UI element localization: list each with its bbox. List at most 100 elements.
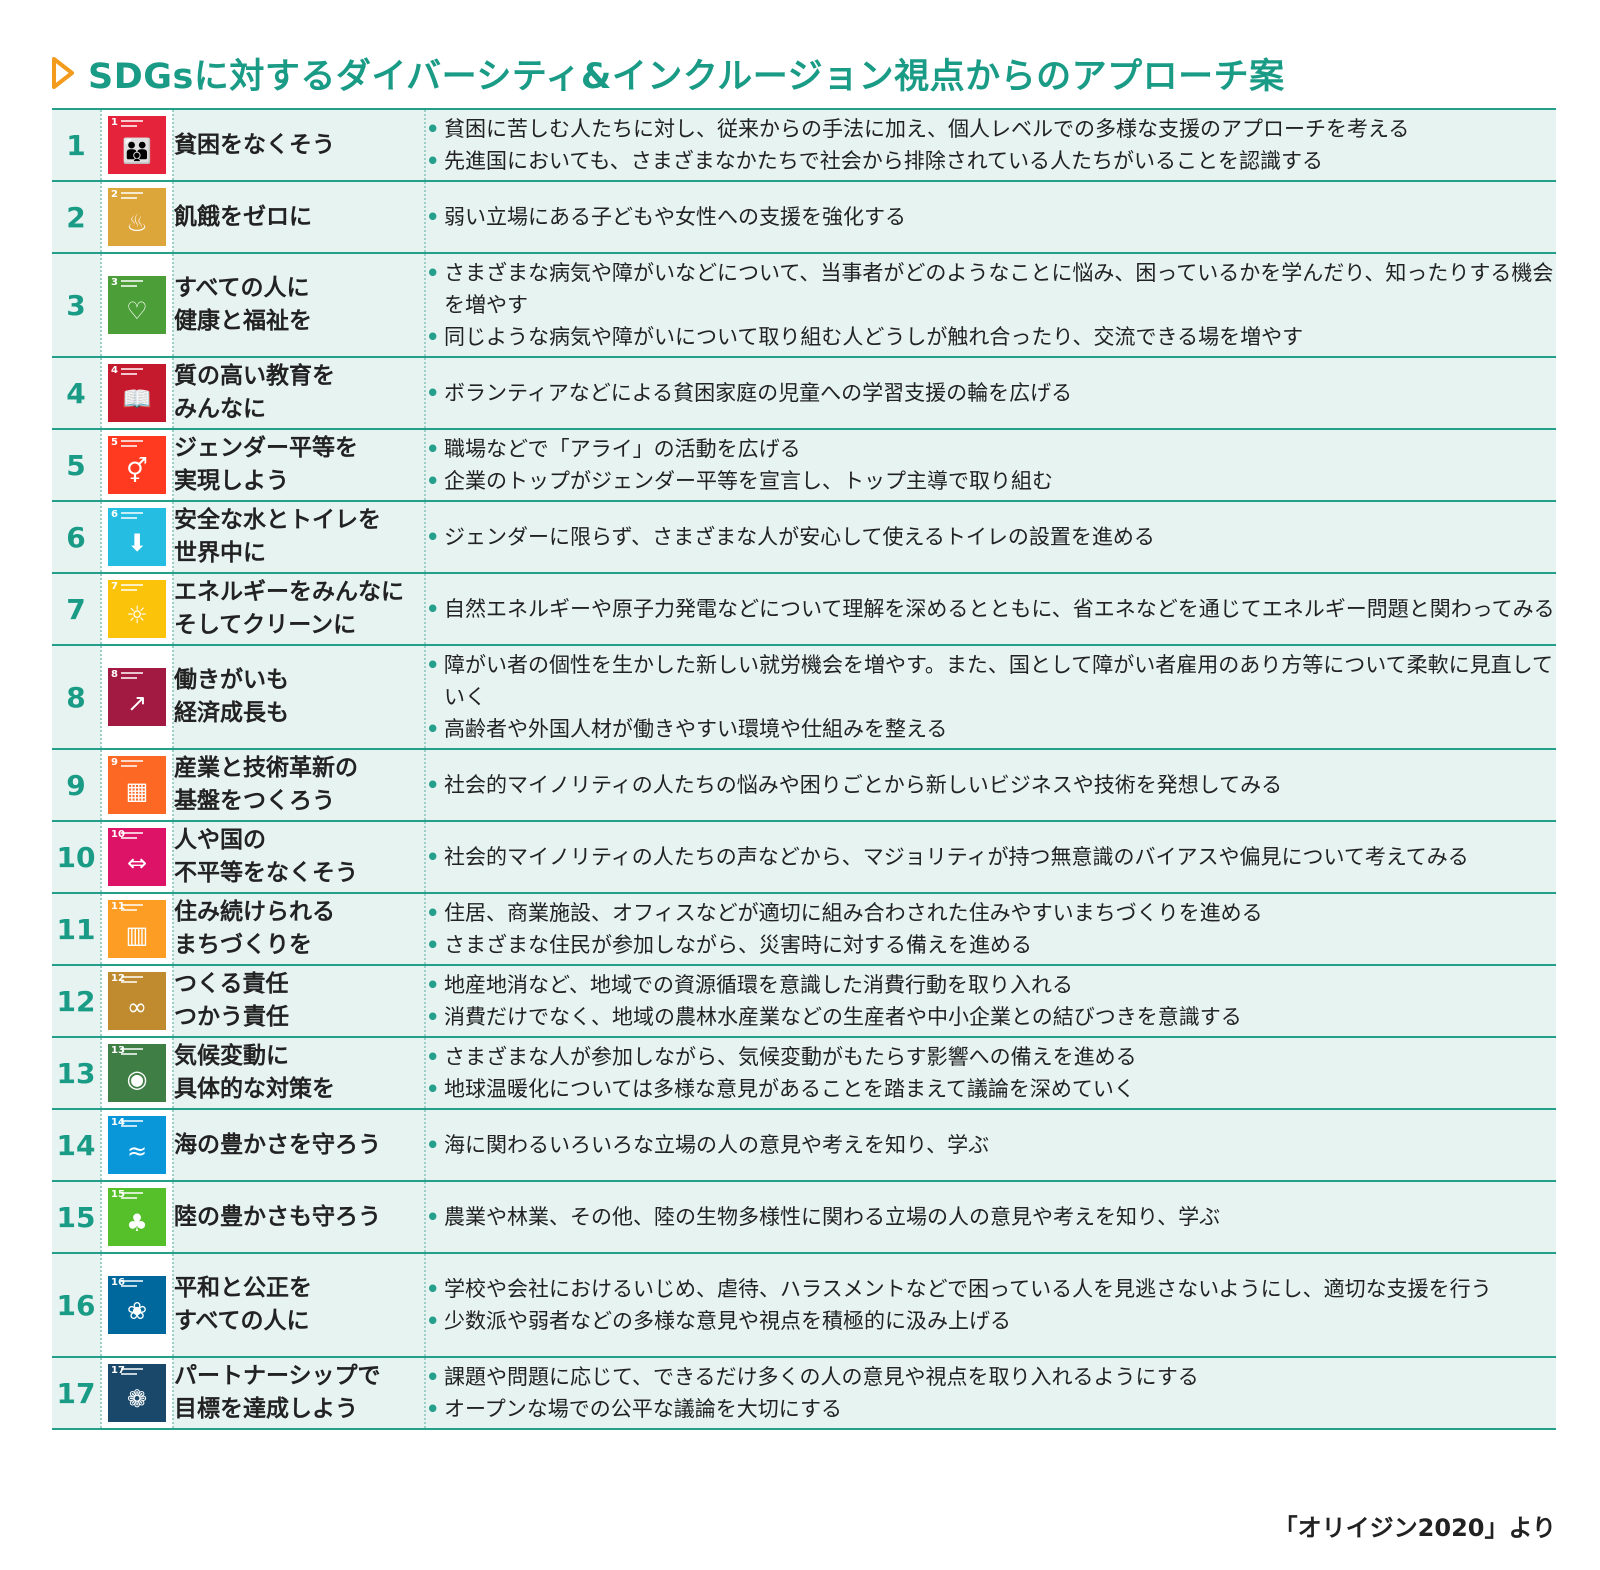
goal-name-line: 気候変動に xyxy=(174,1043,289,1069)
approach-point: 地産地消など、地域での資源循環を意識した消費行動を取り入れる xyxy=(426,969,1556,1001)
badge-text-line xyxy=(121,1197,137,1199)
badge-text-line xyxy=(121,197,137,199)
goal-glyph: ◉ xyxy=(126,1065,148,1093)
goal-name-line: 陸の豊かさも守ろう xyxy=(174,1203,381,1230)
page-title: SDGsに対するダイバーシティ&インクルージョン視点からのアプローチ案 xyxy=(88,56,1285,97)
goal-badge-number: 12 xyxy=(111,973,125,984)
goal-name-line: 健康と福祉を xyxy=(174,308,312,334)
goal-badge-number: 3 xyxy=(111,277,118,288)
badge-text-line xyxy=(121,192,143,194)
approach-point: 障がい者の個性を生かした新しい就労機会を増やす。また、国として障がい者雇用のあり… xyxy=(426,649,1556,713)
goal-glyph: ☼ xyxy=(126,601,148,629)
approach-point: ジェンダーに限らず、さまざまな人が安心して使えるトイレの設置を進める xyxy=(426,521,1556,553)
goal-badge-number: 7 xyxy=(111,581,118,592)
goal-badge-number: 11 xyxy=(111,901,125,912)
sdg-row: 1717❁パートナーシップで目標を達成しよう課題や問題に応じて、できるだけ多くの… xyxy=(52,1357,1556,1429)
badge-text-line xyxy=(121,1280,143,1282)
approach-point: 学校や会社におけるいじめ、虐待、ハラスメントなどで困っている人を見逃さないように… xyxy=(426,1273,1556,1305)
badge-text-line xyxy=(121,832,143,834)
goal-name-line: 貧困をなくそう xyxy=(174,131,335,158)
sun-icon: 7 ☼ xyxy=(108,580,166,638)
goal-badge-number: 4 xyxy=(111,365,118,376)
goal-glyph: ↗ xyxy=(126,689,148,717)
goal-name-line: 世界中に xyxy=(174,540,266,566)
goal-glyph: ⬇ xyxy=(126,529,148,557)
goal-name-line: つかう責任 xyxy=(174,1004,289,1030)
goal-badge-number: 14 xyxy=(111,1117,125,1128)
badge-text-line xyxy=(121,125,137,127)
goal-glyph: ❀ xyxy=(126,1297,148,1325)
goal-number: 1 xyxy=(52,109,102,181)
goal-badge-number: 10 xyxy=(111,829,125,840)
badge-text-line xyxy=(121,512,143,514)
badge-text-line xyxy=(121,1053,137,1055)
goal-name-line: 質の高い教育を xyxy=(174,363,335,389)
goal-number: 8 xyxy=(52,645,102,749)
approach-point: 課題や問題に応じて、できるだけ多くの人の意見や視点を取り入れるようにする xyxy=(426,1361,1556,1393)
page-header: SDGsに対するダイバーシティ&インクルージョン視点からのアプローチ案 xyxy=(50,48,1285,98)
approach-point: 先進国においても、さまざまなかたちで社会から排除されている人たちがいることを認識… xyxy=(426,145,1556,177)
goal-glyph: ∞ xyxy=(127,993,147,1021)
goal-name-line: 海の豊かさを守ろう xyxy=(174,1131,381,1158)
badge-text-line xyxy=(121,280,143,282)
approach-point: さまざまな住民が参加しながら、災害時に対する備えを進める xyxy=(426,929,1556,961)
sdg-row: 1010⇔人や国の不平等をなくそう社会的マイノリティの人たちの声などから、マジョ… xyxy=(52,821,1556,893)
approach-point: 社会的マイノリティの人たちの声などから、マジョリティが持つ無意識のバイアスや偏見… xyxy=(426,841,1556,873)
goal-number: 6 xyxy=(52,501,102,573)
sdg-row: 11👪貧困をなくそう貧困に苦しむ人たちに対し、従来からの手法に加え、個人レベルで… xyxy=(52,109,1556,181)
triangle-marker-icon xyxy=(52,57,74,89)
goal-badge-number: 16 xyxy=(111,1277,125,1288)
goal-glyph: ▥ xyxy=(125,921,149,949)
goal-badge-number: 6 xyxy=(111,509,118,520)
badge-text-line xyxy=(121,1285,137,1287)
badge-text-line xyxy=(121,1192,143,1194)
badge-text-line xyxy=(121,760,143,762)
approach-point: 消費だけでなく、地域の農林水産業などの生産者や中小企業との結びつきを意識する xyxy=(426,1001,1556,1033)
goal-name-line: エネルギーをみんなに xyxy=(174,579,404,605)
goal-badge-number: 2 xyxy=(111,189,118,200)
sdg-row: 66⬇安全な水とトイレを世界中にジェンダーに限らず、さまざまな人が安心して使える… xyxy=(52,501,1556,573)
goal-name-line: 不平等をなくそう xyxy=(174,860,358,886)
goal-glyph: ♨ xyxy=(126,209,148,237)
goal-name-line: みんなに xyxy=(174,396,266,422)
badge-text-line xyxy=(121,976,143,978)
goal-glyph: 📖 xyxy=(122,385,152,413)
approach-point: 住居、商業施設、オフィスなどが適切に組み合わされた住みやすいまちづくりを進める xyxy=(426,897,1556,929)
goal-name-line: つくる責任 xyxy=(174,971,289,997)
goal-number: 12 xyxy=(52,965,102,1037)
sdg-row: 77☼エネルギーをみんなにそしてクリーンに自然エネルギーや原子力発電などについて… xyxy=(52,573,1556,645)
approach-point: 農業や林業、その他、陸の生物多様性に関わる立場の人の意見や考えを知り、学ぶ xyxy=(426,1201,1556,1233)
badge-text-line xyxy=(121,677,137,679)
badge-text-line xyxy=(121,1120,143,1122)
goal-badge-number: 9 xyxy=(111,757,118,768)
approach-point: さまざまな人が参加しながら、気候変動がもたらす影響への備えを進める xyxy=(426,1041,1556,1073)
goal-name-line: 産業と技術革新の xyxy=(174,755,358,781)
goal-badge-number: 13 xyxy=(111,1045,125,1056)
goal-name-line: パートナーシップで xyxy=(174,1363,381,1389)
badge-text-line xyxy=(121,981,137,983)
goal-number: 13 xyxy=(52,1037,102,1109)
goal-name-line: 平和と公正を xyxy=(174,1275,312,1301)
goal-name-line: 基盤をつくろう xyxy=(174,788,335,814)
badge-text-line xyxy=(121,445,137,447)
bowl-icon: 2 ♨ xyxy=(108,188,166,246)
goal-glyph: ▦ xyxy=(125,777,149,805)
book-icon: 4 📖 xyxy=(108,364,166,422)
infinity-icon: 12 ∞ xyxy=(108,972,166,1030)
goal-name-line: すべての人に xyxy=(174,1308,310,1334)
goal-number: 7 xyxy=(52,573,102,645)
sdg-row: 1313◉気候変動に具体的な対策をさまざまな人が参加しながら、気候変動がもたらす… xyxy=(52,1037,1556,1109)
goal-number: 2 xyxy=(52,181,102,253)
sdg-row: 1515♣陸の豊かさも守ろう農業や林業、その他、陸の生物多様性に関わる立場の人の… xyxy=(52,1181,1556,1253)
goal-badge-number: 8 xyxy=(111,669,118,680)
approach-point: さまざまな病気や障がいなどについて、当事者がどのようなことに悩み、困っているかを… xyxy=(426,257,1556,321)
sdg-table: 11👪貧困をなくそう貧困に苦しむ人たちに対し、従来からの手法に加え、個人レベルで… xyxy=(52,108,1556,1430)
badge-text-line xyxy=(121,837,137,839)
approach-point: 社会的マイノリティの人たちの悩みや困りごとから新しいビジネスや技術を発想してみる xyxy=(426,769,1556,801)
goal-number: 10 xyxy=(52,821,102,893)
partnership-icon: 17 ❁ xyxy=(108,1364,166,1422)
approach-point: 弱い立場にある子どもや女性への支援を強化する xyxy=(426,201,1556,233)
source-note: 「オリイジン2020」より xyxy=(1273,1514,1556,1542)
goal-number: 5 xyxy=(52,429,102,501)
goal-name-line: ジェンダー平等を xyxy=(174,435,358,461)
